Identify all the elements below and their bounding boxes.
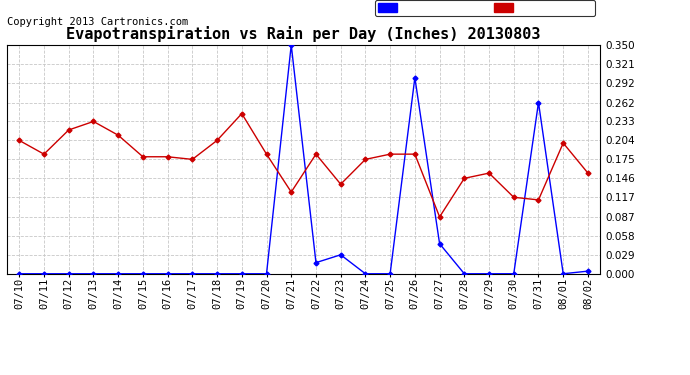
Legend: Rain  (Inches), ET  (Inches): Rain (Inches), ET (Inches) — [375, 0, 595, 16]
Title: Evapotranspiration vs Rain per Day (Inches) 20130803: Evapotranspiration vs Rain per Day (Inch… — [66, 27, 541, 42]
Text: Copyright 2013 Cartronics.com: Copyright 2013 Cartronics.com — [7, 17, 188, 27]
